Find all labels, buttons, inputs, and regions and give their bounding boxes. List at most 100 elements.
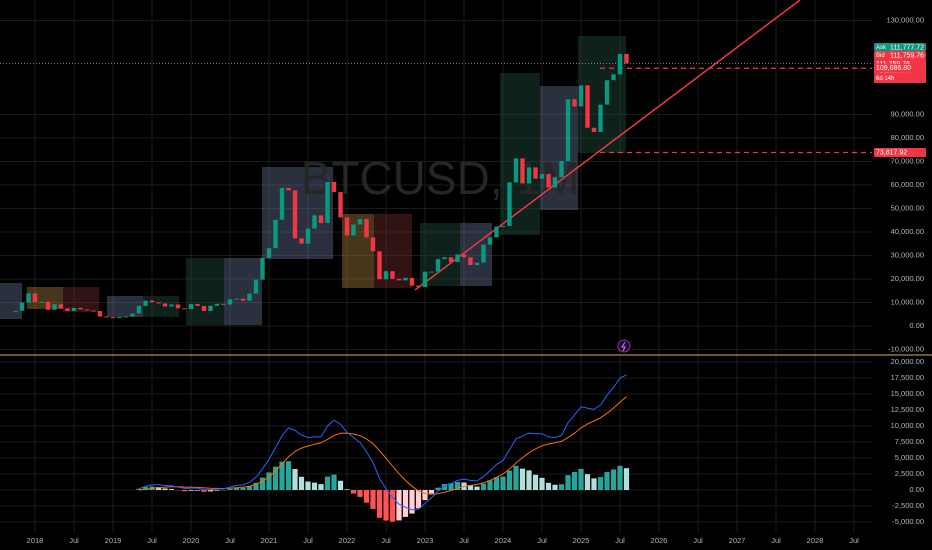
candle-body [409, 277, 415, 286]
candle-body [617, 53, 623, 75]
candle-body [591, 127, 597, 133]
histogram-bar [246, 486, 253, 491]
candle-body [13, 310, 18, 312]
candle-body [403, 277, 408, 281]
histogram-bar [519, 468, 526, 491]
candle-body [182, 308, 187, 310]
x-tick-label: Jul [771, 536, 781, 545]
histogram-bar [513, 465, 519, 491]
x-tick-label: Jul [693, 536, 703, 545]
range-box [540, 86, 578, 210]
histogram-bar [227, 488, 233, 491]
x-tick-label: Jul [225, 536, 235, 545]
candle-body [552, 177, 558, 188]
candle-body [487, 237, 493, 245]
ask-price: 111,777.72 [890, 44, 924, 51]
histogram-bar [383, 490, 389, 521]
histogram-bar [506, 470, 513, 491]
candle-body [195, 304, 200, 306]
histogram-bar [318, 484, 324, 491]
y-tick-label: 130,000.00 [886, 15, 924, 24]
candle-body [39, 301, 44, 303]
histogram-bar [181, 490, 188, 492]
histogram-bar [467, 485, 474, 491]
candle-body [52, 304, 57, 310]
candle-body [123, 316, 129, 318]
histogram-bar [571, 471, 578, 491]
price-line-tag [874, 63, 926, 73]
histogram-bar [311, 482, 318, 491]
candle-body [279, 187, 285, 220]
x-tick-label: 2018 [27, 536, 44, 545]
candle-body [611, 74, 616, 81]
candle-body [500, 225, 506, 227]
histogram-bar [428, 490, 435, 494]
candle-body [494, 226, 499, 238]
histogram-bar [298, 476, 305, 491]
histogram-bar [136, 488, 142, 491]
histogram-bar [207, 490, 214, 492]
candle-body [461, 254, 467, 258]
y-tick-label: 50,000.00 [891, 203, 924, 212]
candle-body [292, 190, 298, 239]
range-box [63, 287, 99, 312]
histogram-bar [363, 490, 370, 503]
candle-body [71, 307, 77, 311]
y-tick-label: 20,000.00 [891, 274, 924, 283]
candle-body [253, 279, 259, 294]
histogram-bar [539, 477, 545, 491]
histogram-bar [240, 487, 246, 491]
candle-body [19, 302, 25, 311]
range-box [0, 283, 22, 319]
candle-body [188, 304, 194, 310]
candle-body [383, 271, 389, 280]
histogram-bar [487, 480, 493, 491]
histogram-bar [188, 490, 194, 491]
histogram-bar [337, 480, 344, 491]
y2-tick-label: -2,500.00 [892, 501, 924, 510]
candle-body [507, 182, 512, 226]
macd-line [138, 374, 627, 511]
candle-body [539, 174, 545, 179]
y2-tick-label: 7,500.00 [895, 437, 924, 446]
histogram-bar [370, 490, 376, 509]
ask-text: Ask [876, 45, 887, 51]
y2-tick-label: 5,000.00 [895, 453, 924, 462]
candle-body [396, 278, 402, 281]
x-tick-label: Jul [615, 536, 625, 545]
candle-body [338, 192, 343, 218]
histogram-bar [435, 487, 441, 491]
y2-tick-label: 0.00 [909, 485, 924, 494]
x-tick-label: Jul [459, 536, 469, 545]
y-tick-label: 60,000.00 [891, 180, 924, 189]
candle-body [130, 313, 135, 317]
histogram-bar [285, 461, 292, 491]
candle-body [357, 219, 363, 225]
x-tick-label: 2025 [573, 536, 590, 545]
candle-body [208, 305, 213, 311]
candle-body [273, 219, 278, 249]
histogram-bar [155, 486, 162, 491]
histogram-bar [396, 490, 402, 521]
histogram-bar [480, 483, 487, 491]
x-tick-label: 2026 [651, 536, 668, 545]
candle-body [78, 307, 83, 310]
y2-tick-label: 15,000.00 [891, 389, 924, 398]
candle-body [578, 85, 584, 107]
candle-body [546, 174, 551, 188]
y2-tick-label: 2,500.00 [895, 469, 924, 478]
signal-line [138, 396, 627, 495]
y-tick-label: 70,000.00 [891, 156, 924, 165]
x-tick-label: 2028 [807, 536, 824, 545]
histogram-bar [331, 474, 337, 491]
candle-body [58, 304, 64, 309]
x-tick-label: Jul [303, 536, 313, 545]
price-line-tag [874, 148, 926, 158]
histogram-bar [552, 484, 558, 491]
histogram-bar [578, 468, 584, 491]
histogram-bar [526, 470, 532, 491]
candle-body [175, 304, 181, 309]
event-icon[interactable] [617, 339, 631, 353]
histogram-bar [532, 474, 539, 491]
x-tick-label: 2021 [261, 536, 278, 545]
